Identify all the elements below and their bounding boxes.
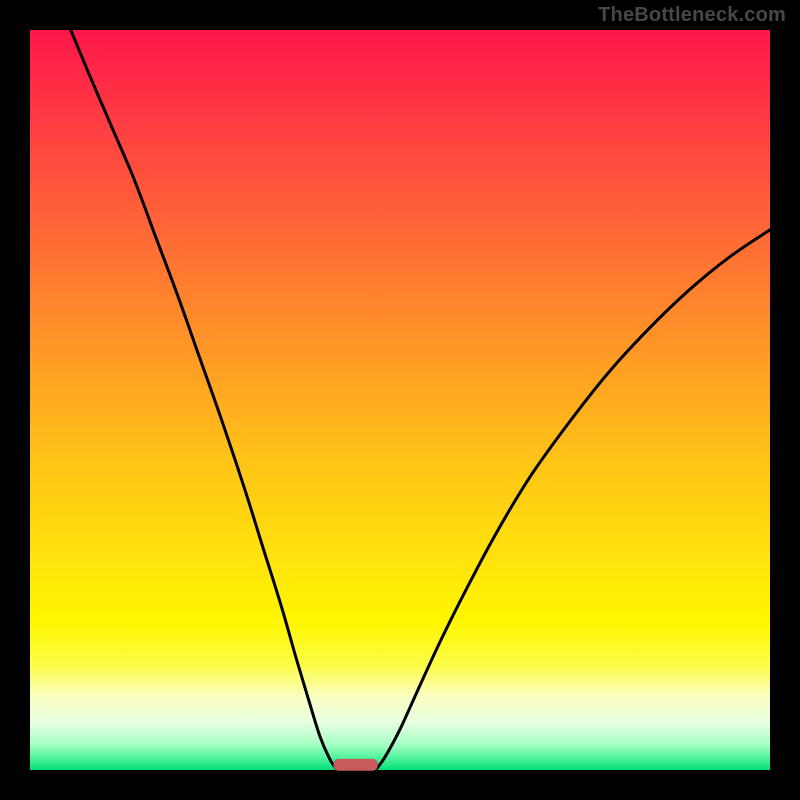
figure-root: TheBottleneck.com xyxy=(0,0,800,800)
plot-gradient-background xyxy=(30,30,770,770)
bottleneck-marker xyxy=(333,759,377,771)
watermark-text: TheBottleneck.com xyxy=(598,4,786,27)
bottleneck-curve-chart xyxy=(0,0,800,800)
